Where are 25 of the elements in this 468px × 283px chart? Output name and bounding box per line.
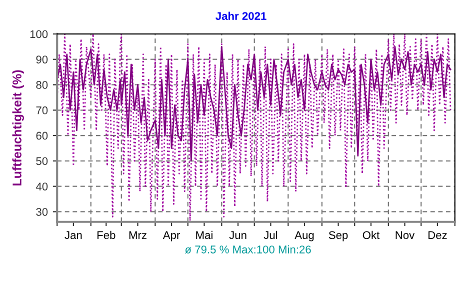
text: ø 79.5 % Max:100 Min:26 <box>184 245 311 254</box>
y-tick-label: 80 <box>36 81 48 89</box>
y-axis-title: Luftfeuchtigkeit (%) <box>12 70 24 186</box>
x-tick-label: Mrz <box>129 231 146 239</box>
y-tick-label: 100 <box>30 30 48 38</box>
x-tick-label: Feb <box>97 230 116 240</box>
chart-title: Jahr 2021 <box>216 12 266 20</box>
x-tick-label: Nov <box>396 231 415 240</box>
x-tick-label: Jun <box>229 231 246 240</box>
x-tick-label: Jul <box>264 230 278 240</box>
y-tick-label: 40 <box>36 182 48 190</box>
x-tick-label: Okt <box>362 230 380 240</box>
y-tick-label: 60 <box>36 132 48 140</box>
line-series <box>57 46 452 162</box>
x-tick-label: Jan <box>64 231 82 240</box>
x-tick-label: Aug <box>294 231 314 242</box>
y-tick-label: 70 <box>36 106 48 114</box>
y-tick-label: 50 <box>36 157 48 166</box>
x-tick-label: Apr <box>162 231 180 242</box>
y-tick-label: 30 <box>36 208 48 216</box>
x-tick-label: Sep <box>328 231 348 242</box>
x-tick-label: Mai <box>196 230 212 240</box>
x-tick-label: Dez <box>428 231 447 240</box>
line-series <box>57 34 452 222</box>
y-tick-label: 90 <box>36 56 48 64</box>
